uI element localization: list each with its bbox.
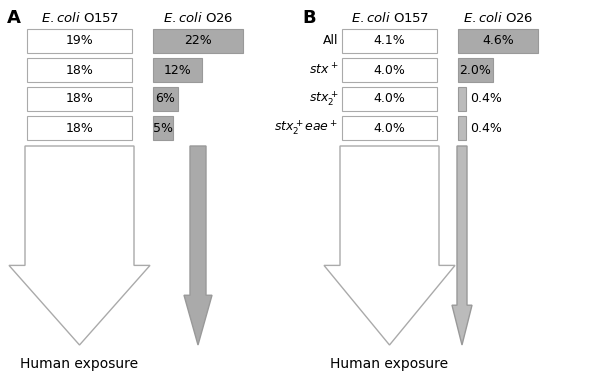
Text: Human exposure: Human exposure [331,357,449,371]
Text: A: A [7,9,21,27]
Text: 2.0%: 2.0% [460,63,491,76]
Text: $\it{E. coli}$ O26: $\it{E. coli}$ O26 [163,11,233,25]
Bar [153,58,202,82]
Text: 0.4%: 0.4% [470,93,502,105]
Text: 4.6%: 4.6% [482,34,514,48]
Text: 22%: 22% [184,34,212,48]
Bar [342,29,437,53]
Text: $\it{stx}^+$: $\it{stx}^+$ [308,62,338,78]
Text: 6%: 6% [155,93,175,105]
Text: B: B [302,9,316,27]
Text: 5%: 5% [153,122,173,135]
Polygon shape [9,146,150,345]
Bar [27,116,132,140]
Polygon shape [324,146,455,345]
Polygon shape [452,146,472,345]
Text: 4.0%: 4.0% [374,122,406,135]
Bar [27,29,132,53]
Text: 18%: 18% [65,93,94,105]
Text: $\it{stx}_2^+\it{eae}^+$: $\it{stx}_2^+\it{eae}^+$ [274,118,338,137]
Text: 18%: 18% [65,63,94,76]
Text: $\it{E. coli}$ O157: $\it{E. coli}$ O157 [41,11,118,25]
Polygon shape [184,146,212,345]
Text: 0.4%: 0.4% [470,122,502,135]
Bar [342,116,437,140]
Bar [342,58,437,82]
Bar [153,116,173,140]
Bar [458,87,466,111]
Text: $\it{E. coli}$ O157: $\it{E. coli}$ O157 [350,11,428,25]
Text: All: All [323,34,338,48]
Text: Human exposure: Human exposure [20,357,139,371]
Bar [27,58,132,82]
Bar [153,29,243,53]
Bar [458,29,538,53]
Text: $\it{E. coli}$ O26: $\it{E. coli}$ O26 [463,11,533,25]
Text: 4.1%: 4.1% [374,34,406,48]
Text: $\it{stx}_2^+$: $\it{stx}_2^+$ [308,90,338,108]
Bar [153,87,178,111]
Text: 12%: 12% [164,63,191,76]
Bar [342,87,437,111]
Text: 4.0%: 4.0% [374,93,406,105]
Text: 18%: 18% [65,122,94,135]
Text: 4.0%: 4.0% [374,63,406,76]
Text: 19%: 19% [65,34,94,48]
Bar [458,116,466,140]
Bar [458,58,493,82]
Bar [27,87,132,111]
